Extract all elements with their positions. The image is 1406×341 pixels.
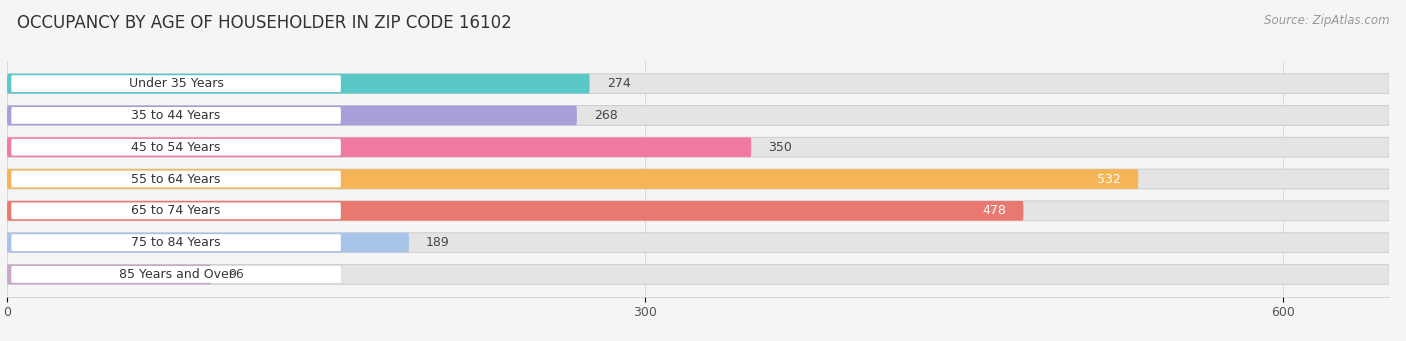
FancyBboxPatch shape — [7, 169, 1389, 189]
Text: 268: 268 — [593, 109, 617, 122]
FancyBboxPatch shape — [11, 75, 340, 92]
FancyBboxPatch shape — [7, 265, 211, 284]
Text: 96: 96 — [228, 268, 243, 281]
Text: 45 to 54 Years: 45 to 54 Years — [131, 141, 221, 154]
Text: 532: 532 — [1098, 173, 1121, 186]
Text: 65 to 74 Years: 65 to 74 Years — [131, 204, 221, 217]
FancyBboxPatch shape — [7, 137, 1389, 157]
FancyBboxPatch shape — [7, 74, 589, 93]
Text: 189: 189 — [426, 236, 450, 249]
FancyBboxPatch shape — [11, 139, 340, 155]
FancyBboxPatch shape — [7, 106, 1389, 125]
Text: Source: ZipAtlas.com: Source: ZipAtlas.com — [1264, 14, 1389, 27]
Text: 274: 274 — [606, 77, 630, 90]
FancyBboxPatch shape — [7, 265, 1389, 284]
Text: 478: 478 — [983, 204, 1007, 217]
FancyBboxPatch shape — [7, 201, 1024, 221]
Text: OCCUPANCY BY AGE OF HOUSEHOLDER IN ZIP CODE 16102: OCCUPANCY BY AGE OF HOUSEHOLDER IN ZIP C… — [17, 14, 512, 32]
FancyBboxPatch shape — [11, 107, 340, 124]
FancyBboxPatch shape — [11, 170, 340, 188]
FancyBboxPatch shape — [7, 233, 1389, 252]
FancyBboxPatch shape — [7, 137, 751, 157]
Text: Under 35 Years: Under 35 Years — [128, 77, 224, 90]
FancyBboxPatch shape — [11, 266, 340, 283]
Text: 35 to 44 Years: 35 to 44 Years — [131, 109, 221, 122]
Text: 55 to 64 Years: 55 to 64 Years — [131, 173, 221, 186]
FancyBboxPatch shape — [7, 106, 576, 125]
FancyBboxPatch shape — [11, 203, 340, 219]
Text: 75 to 84 Years: 75 to 84 Years — [131, 236, 221, 249]
Text: 350: 350 — [768, 141, 792, 154]
FancyBboxPatch shape — [7, 169, 1139, 189]
Text: 85 Years and Over: 85 Years and Over — [118, 268, 233, 281]
FancyBboxPatch shape — [7, 233, 409, 252]
FancyBboxPatch shape — [7, 74, 1389, 93]
FancyBboxPatch shape — [11, 234, 340, 251]
FancyBboxPatch shape — [7, 201, 1389, 221]
